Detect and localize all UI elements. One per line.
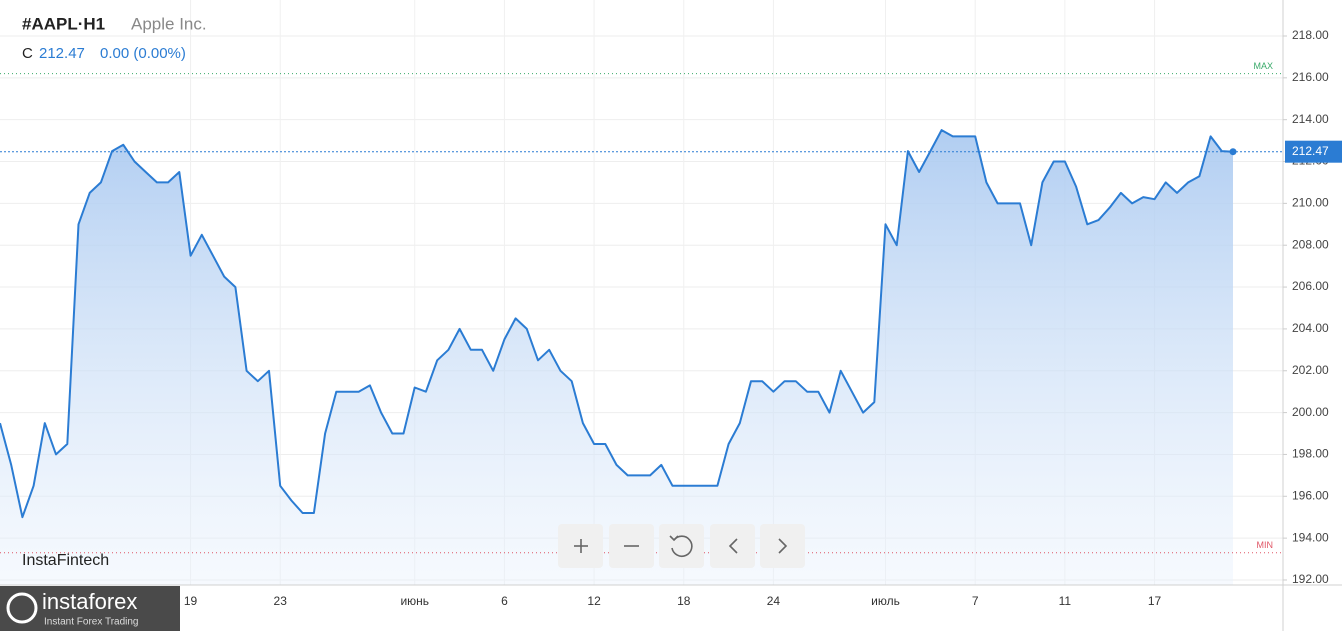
watermark: InstaFintech bbox=[22, 552, 109, 569]
y-tick-label: 198.00 bbox=[1292, 447, 1329, 461]
y-tick-label: 208.00 bbox=[1292, 237, 1329, 251]
zoom-out-button[interactable] bbox=[609, 524, 654, 568]
scroll-right-button[interactable] bbox=[760, 524, 805, 568]
x-tick-label: 11 bbox=[1059, 594, 1072, 608]
y-tick-label: 192.00 bbox=[1292, 572, 1329, 586]
x-tick-label: 12 bbox=[587, 594, 601, 608]
min-label: MIN bbox=[1257, 540, 1274, 550]
y-tick-label: 200.00 bbox=[1292, 405, 1329, 419]
y-tick-label: 204.00 bbox=[1292, 321, 1329, 335]
x-tick-label: июнь bbox=[400, 594, 429, 608]
x-tick-label: 17 bbox=[1148, 594, 1162, 608]
x-tick-label: 18 bbox=[677, 594, 691, 608]
y-tick-label: 218.00 bbox=[1292, 28, 1329, 42]
reset-button[interactable] bbox=[659, 524, 704, 568]
y-tick-label: 196.00 bbox=[1292, 488, 1329, 502]
scroll-left-button[interactable] bbox=[710, 524, 755, 568]
brand-tagline: Instant Forex Trading bbox=[44, 617, 139, 628]
change-value: 0.00 (0.00%) bbox=[100, 45, 186, 62]
zoom-in-button[interactable] bbox=[558, 524, 603, 568]
x-tick-label: июль bbox=[871, 594, 900, 608]
last-price-label: 212.47 bbox=[1292, 144, 1329, 158]
logo-background bbox=[0, 586, 180, 631]
brand-logo: instaforex Instant Forex Trading bbox=[0, 586, 180, 631]
chart-subtitle: Apple Inc. bbox=[131, 14, 207, 33]
x-tick-label: 6 bbox=[501, 594, 508, 608]
logo-icon bbox=[6, 592, 38, 624]
max-label: MAX bbox=[1253, 61, 1273, 71]
y-tick-label: 216.00 bbox=[1292, 70, 1329, 84]
x-tick-label: 19 bbox=[184, 594, 198, 608]
y-tick-label: 210.00 bbox=[1292, 196, 1329, 210]
chart-title: #AAPL·H1 bbox=[22, 14, 105, 33]
y-tick-label: 206.00 bbox=[1292, 279, 1329, 293]
y-tick-label: 202.00 bbox=[1292, 363, 1329, 377]
y-tick-label: 214.00 bbox=[1292, 112, 1329, 126]
ohlc-prefix: C bbox=[22, 45, 33, 62]
y-tick-label: 194.00 bbox=[1292, 530, 1329, 544]
last-price-box bbox=[1285, 140, 1342, 163]
close-value: 212.47 bbox=[39, 45, 85, 62]
area bbox=[0, 130, 1233, 585]
x-tick-label: 24 bbox=[767, 594, 781, 608]
x-tick-label: 23 bbox=[274, 594, 288, 608]
last-point bbox=[1229, 148, 1237, 156]
price-line bbox=[0, 129, 1234, 519]
zoom-controls bbox=[558, 524, 805, 568]
x-tick-label: 7 bbox=[972, 594, 979, 608]
brand-name: instaforex bbox=[42, 589, 137, 614]
